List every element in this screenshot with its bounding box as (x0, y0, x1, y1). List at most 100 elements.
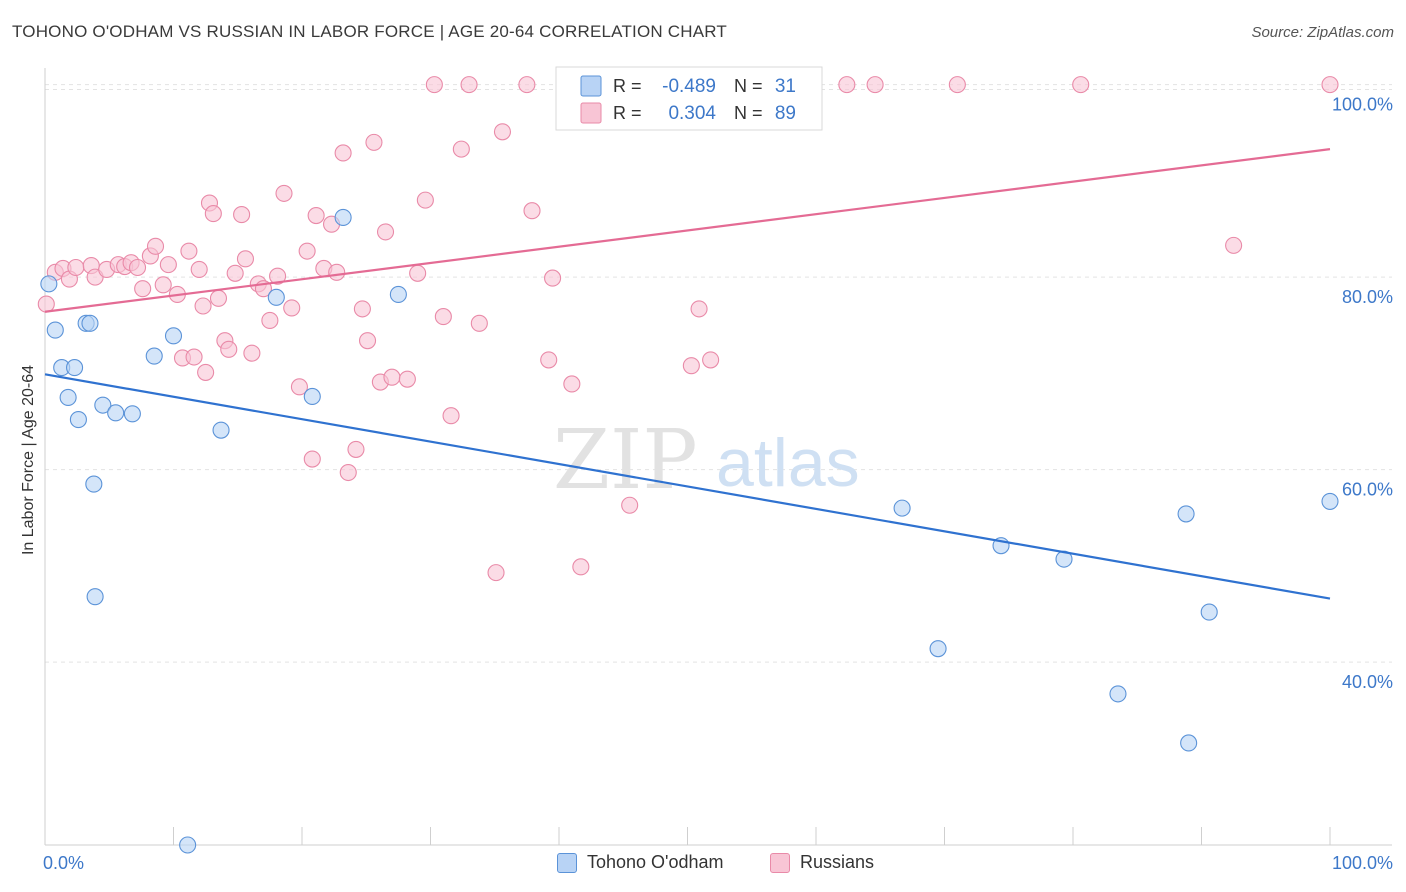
tohono-point (123, 405, 141, 423)
tohono-point (59, 388, 77, 406)
y-tick-label: 80.0% (1342, 287, 1393, 307)
russians-point (185, 348, 203, 366)
stats-r-label: R = (613, 76, 642, 96)
legend-swatch-russians (770, 852, 790, 873)
tohono-point (334, 208, 352, 226)
tohono-point (66, 359, 84, 377)
tohono-point (303, 387, 321, 406)
russians-point (416, 191, 434, 209)
russians-point (328, 263, 346, 281)
russians-point (1321, 76, 1339, 94)
russians-point (383, 368, 401, 386)
stats-n-label: N = (734, 103, 763, 123)
russians-point (353, 300, 371, 318)
russians-point (398, 370, 416, 388)
russians-point (544, 269, 562, 287)
tohono-point (86, 588, 104, 606)
russians-point (434, 308, 452, 326)
russians-point (275, 184, 293, 202)
russians-point (209, 289, 228, 307)
russians-point (518, 76, 536, 94)
russians-point (621, 496, 639, 514)
russians-point (233, 206, 251, 224)
russians-point (220, 340, 238, 358)
watermark-zip: ZIP (553, 413, 698, 508)
axes (44, 68, 1392, 846)
stats-n-value: 31 (775, 76, 796, 97)
russians-point (226, 264, 244, 282)
russians-point (1072, 76, 1090, 94)
stats-r-value: -0.489 (662, 76, 716, 97)
watermark: ZIP atlas (553, 413, 860, 508)
tohono-point (94, 396, 112, 414)
russians-point (866, 76, 884, 94)
russians-point (365, 133, 383, 151)
stats-legend-swatch (580, 102, 602, 124)
russians-point (298, 242, 316, 260)
russians-point (563, 375, 581, 393)
russians-point (339, 463, 357, 482)
russians-point (190, 260, 208, 278)
russians-point (572, 558, 590, 576)
y-tick-label: 100.0% (1332, 95, 1393, 115)
tohono-point (107, 404, 125, 422)
tohono-point (1200, 603, 1218, 621)
russians-point (838, 76, 856, 94)
russians-point (204, 205, 222, 223)
y-tick-label: 40.0% (1342, 672, 1393, 692)
russians-point (470, 314, 488, 332)
gridlines (45, 84, 1392, 663)
russians-point (159, 256, 177, 274)
russians-point (493, 123, 512, 141)
legend-item-tohono: Tohono O'odham (557, 852, 724, 873)
russians-point (243, 344, 261, 362)
russians-point (682, 357, 700, 375)
russians-point (283, 299, 301, 317)
russians-point (128, 258, 147, 277)
tohono-point (81, 314, 99, 332)
russians-point (690, 300, 708, 318)
russians-point (236, 250, 255, 268)
russians-point (460, 76, 478, 94)
russians-point (948, 76, 966, 94)
tohono-points (40, 76, 1339, 854)
chart-title: TOHONO O'ODHAM VS RUSSIAN IN LABOR FORCE… (12, 22, 728, 41)
russians-point (197, 363, 215, 381)
russians-point (523, 202, 541, 220)
trend-lines (44, 148, 1331, 600)
russians-point (376, 223, 395, 241)
russians-point (180, 242, 198, 260)
russians-point (154, 276, 172, 294)
y-tick-label: 60.0% (1342, 480, 1393, 500)
russians-point (37, 295, 55, 313)
tohono-point (145, 347, 163, 365)
russians-point (1225, 236, 1243, 254)
russians-point (487, 564, 505, 582)
russians-point (134, 280, 152, 298)
tick-labels: 40.0% 60.0% 80.0% 100.0% 0.0% 100.0% (43, 95, 1393, 873)
bottom-legend: Tohono O'odham Russians (0, 852, 1406, 878)
russians-point (452, 140, 470, 158)
russians-point (290, 378, 308, 396)
tohono-point (46, 321, 64, 339)
russians-trend-line (44, 148, 1331, 313)
legend-label-russians: Russians (800, 852, 875, 872)
russians-point (334, 144, 352, 162)
tohono-point (40, 275, 58, 293)
russians-point (269, 267, 287, 285)
stats-n-label: N = (734, 76, 763, 96)
russians-point (409, 264, 427, 282)
tohono-point (929, 640, 947, 658)
russians-point (347, 440, 365, 458)
tohono-point (1109, 685, 1127, 703)
russians-points (37, 76, 1339, 582)
tohono-point (1321, 492, 1339, 510)
stats-r-label: R = (613, 103, 642, 123)
stats-r-value: 0.304 (668, 103, 716, 124)
russians-point (442, 407, 460, 425)
russians-point (194, 297, 212, 315)
stats-legend: R = -0.489 N = 31 R = 0.304 N = 89 (555, 66, 823, 131)
tohono-trend-line (44, 373, 1331, 600)
russians-point (303, 450, 321, 468)
